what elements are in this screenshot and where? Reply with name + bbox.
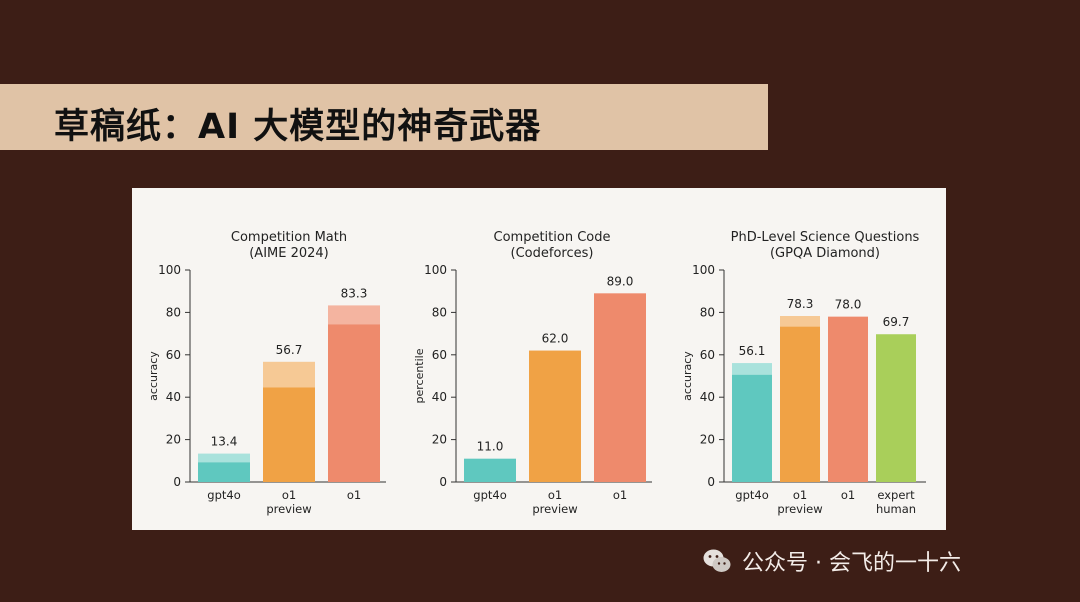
y-tick-label-1-3: 60 [432,348,447,362]
bar-value-label-1-1: 62.0 [542,332,569,346]
chart-figure: Competition Math (AIME 2024) 0 20 40 60 80 100 a… [132,188,946,530]
x-tick-label-0-1-1: preview [266,502,311,516]
y-axis-label-0: accuracy [147,351,160,401]
bar-value-label-2-2: 78.0 [835,298,862,312]
y-axis-label-2: accuracy [681,351,694,401]
x-tick-label-2-3-1: human [876,502,916,516]
bar-1-1 [529,350,581,482]
y-tick-label-2-5: 100 [692,263,715,277]
bar-value-label-2-0: 56.1 [739,344,766,358]
x-tick-label-0-2-0: o1 [347,488,361,502]
y-tick-label-1-5: 100 [424,263,447,277]
chart-subtitle-0: (AIME 2024) [249,246,329,261]
x-tick-label-0-1-0: o1 [282,488,296,502]
bar-2-2 [828,316,868,482]
y-tick-label-0-0: 0 [173,475,181,489]
y-tick-label-2-1: 20 [700,433,715,447]
bar-value-label-0-2: 83.3 [341,286,368,300]
bar-value-label-0-0: 13.4 [211,435,238,449]
y-tick-label-0-4: 80 [166,305,181,319]
chart-title-2: PhD-Level Science Questions [731,230,920,245]
bar-top-0-2 [328,305,380,325]
x-tick-label-1-0-0: gpt4o [473,488,506,502]
bar-1-2 [594,293,646,482]
bar-value-label-1-2: 89.0 [607,274,634,288]
x-tick-label-2-1-1: preview [777,502,822,516]
y-tick-label-2-3: 60 [700,348,715,362]
watermark-text: 公众号 · 会飞的一十六 [742,551,961,576]
chart-subtitle-2: (GPQA Diamond) [770,246,880,261]
bar-value-label-2-1: 78.3 [787,297,814,311]
y-tick-label-1-4: 80 [432,305,447,319]
chart-title-0: Competition Math [231,230,347,245]
bar-value-label-2-3: 69.7 [883,315,910,329]
y-tick-label-2-0: 0 [707,475,715,489]
bar-top-0-1 [263,361,315,388]
charts-svg: Competition Math(AIME 2024) 0 20 40 60 80 100 a… [147,230,926,516]
x-tick-label-1-1-1: preview [532,502,577,516]
bar-value-label-1-0: 11.0 [477,440,504,454]
y-tick-label-2-2: 40 [700,390,715,404]
y-tick-label-1-1: 20 [432,433,447,447]
y-tick-label-0-5: 100 [158,263,181,277]
y-tick-label-0-1: 20 [166,433,181,447]
x-tick-label-2-1-0: o1 [793,488,807,502]
slide-title: 草稿纸：AI 大模型的神奇武器 [54,107,542,147]
bar-1-0 [464,458,516,482]
x-tick-label-2-3-0: expert [877,488,915,502]
bar-2-1 [780,326,820,482]
bar-top-2-0 [732,363,772,375]
y-tick-label-2-4: 80 [700,305,715,319]
bar-0-0 [198,462,250,482]
bar-0-2 [328,324,380,482]
y-tick-label-0-2: 40 [166,390,181,404]
bar-2-0 [732,374,772,482]
title-band: 草稿纸：AI 大模型的神奇武器 [0,84,768,150]
x-tick-label-2-2-0: o1 [841,488,855,502]
bar-value-label-0-1: 56.7 [276,343,303,357]
x-tick-label-1-1-0: o1 [548,488,562,502]
bar-top-0-0 [198,453,250,463]
x-tick-label-2-0-0: gpt4o [735,488,768,502]
y-axis-label-1: percentile [413,348,426,403]
bar-0-1 [263,387,315,482]
bar-2-3 [876,334,916,482]
watermark: 公众号 · 会飞的一十六 [702,544,961,578]
y-tick-label-1-0: 0 [439,475,447,489]
wechat-icon [703,549,731,572]
bar-top-2-1 [780,316,820,327]
y-tick-label-1-2: 40 [432,390,447,404]
x-tick-label-1-2-0: o1 [613,488,627,502]
chart-subtitle-1: (Codeforces) [511,246,594,261]
x-tick-label-0-0-0: gpt4o [207,488,240,502]
chart-title-1: Competition Code [494,230,611,245]
y-tick-label-0-3: 60 [166,348,181,362]
